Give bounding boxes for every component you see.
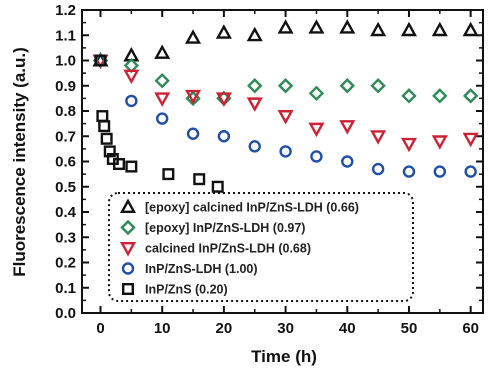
data-point [217,130,231,143]
data-point [215,24,232,39]
legend-label: InP/ZnS (0.20) [145,283,228,297]
legend: [epoxy] calcined InP/ZnS-LDH (0.66) [epox… [108,192,414,302]
data-point [185,89,202,105]
data-point [277,78,294,94]
legend-marker [121,262,135,275]
plot-layer: 0.0 0.1 0.2 0.3 0.4 0.5 0.6 0.7 0.8 0.9 1.0 1.1 1.2 0… [55,2,484,337]
data-point [277,110,294,125]
data-point [94,54,107,67]
x-tick-label: 30 [277,320,294,337]
data-point [113,158,126,171]
data-point [462,21,479,37]
data-point [401,88,417,104]
data-point [279,145,292,158]
data-point [154,92,171,107]
legend-box [108,192,414,302]
data-point [246,97,263,112]
legend-marker [120,219,136,236]
legend-label: InP/ZnS-LDH (1.00) [145,262,258,276]
y-axis-title: Fluorescence intensity (a.u.) [10,47,29,277]
data-point [185,29,202,44]
y-tick-label: 0.2 [55,255,76,272]
x-tick-label: 0 [96,320,104,337]
data-point [433,165,447,178]
data-point [370,130,387,145]
data-point [462,88,479,104]
y-tick-label: 0.4 [55,204,77,221]
x-tick-label: 60 [462,320,479,337]
data-point [103,145,116,158]
x-tick-label: 10 [154,320,171,337]
data-point [431,21,448,37]
data-point [125,160,138,173]
y-tick-label: 1.0 [55,53,76,70]
data-point [432,88,448,104]
data-point [464,165,477,178]
data-point [123,69,140,85]
x-axis-title: Time (h) [251,347,317,366]
x-tick-label: 50 [401,320,418,337]
data-point [370,21,387,37]
data-point [248,140,261,153]
data-point [402,165,416,178]
data-point [247,78,263,94]
x-tick-label: 40 [339,320,356,337]
data-point [246,26,263,42]
y-tick-label: 0.6 [55,154,76,171]
data-point [125,94,138,108]
y-tick-label: 1.2 [55,2,76,19]
y-tick-label: 0.8 [55,103,76,120]
data-point [155,112,169,125]
data-point [339,120,356,135]
y-tick-label: 0.9 [55,78,76,95]
data-point [400,137,418,153]
data-point [100,132,113,145]
data-point [339,19,356,34]
legend-label: [epoxy] InP/ZnS-LDH (0.97) [145,221,305,235]
data-point [211,180,224,193]
legend-marker [121,283,134,296]
data-point [462,132,479,148]
y-tick-label: 0.0 [55,305,76,322]
data-point [308,19,325,34]
legend-label: [epoxy] calcined InP/ZnS-LDH (0.66) [145,201,359,215]
y-tick-label: 0.3 [55,229,76,246]
data-point [215,92,232,107]
data-point [308,85,325,102]
data-point [154,73,170,89]
data-point [154,44,171,59]
data-point [277,19,294,34]
data-point [370,78,386,94]
y-tick-label: 0.7 [55,128,76,145]
data-point [98,120,111,133]
legend-marker [119,241,137,257]
data-point [193,173,206,186]
data-point [310,150,323,163]
y-tick-label: 0.5 [55,179,76,196]
data-point [308,122,325,138]
data-point [186,127,200,140]
data-point [341,155,354,168]
data-point [371,162,385,176]
data-point [400,21,418,37]
x-tick-label: 20 [216,320,233,337]
data-point [162,168,175,181]
data-point [431,135,448,150]
legend-label: calcined InP/ZnS-LDH (0.68) [145,242,311,256]
y-tick-label: 0.1 [55,280,76,297]
data-point [339,78,355,94]
y-tick-label: 1.1 [55,27,76,44]
series-4 [94,54,224,193]
legend-marker [119,198,137,214]
